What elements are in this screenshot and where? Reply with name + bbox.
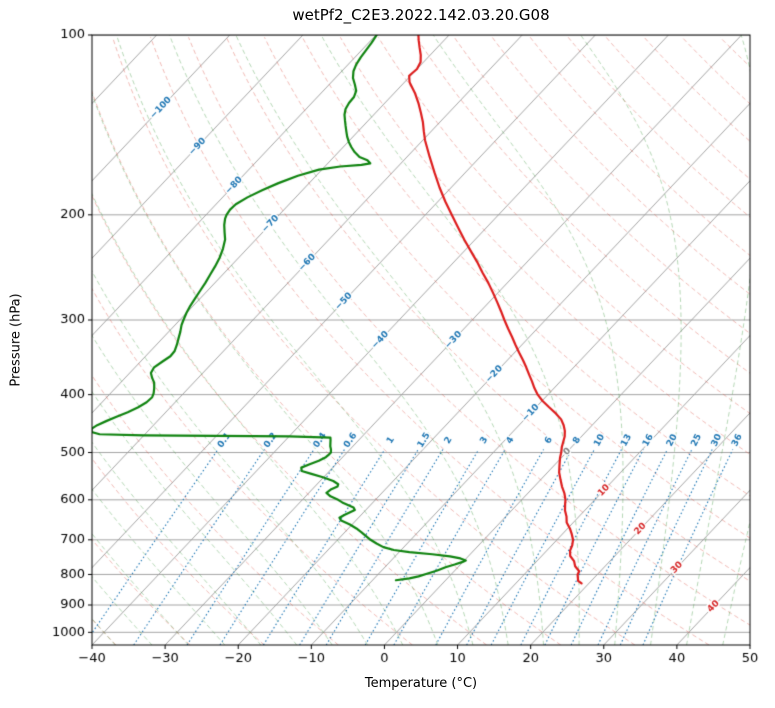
y-axis-label: Pressure (hPa) xyxy=(8,293,24,387)
chart-title: wetPf2_C2E3.2022.142.03.20.G08 xyxy=(292,6,550,24)
x-axis-label: Temperature (°C) xyxy=(364,676,478,691)
